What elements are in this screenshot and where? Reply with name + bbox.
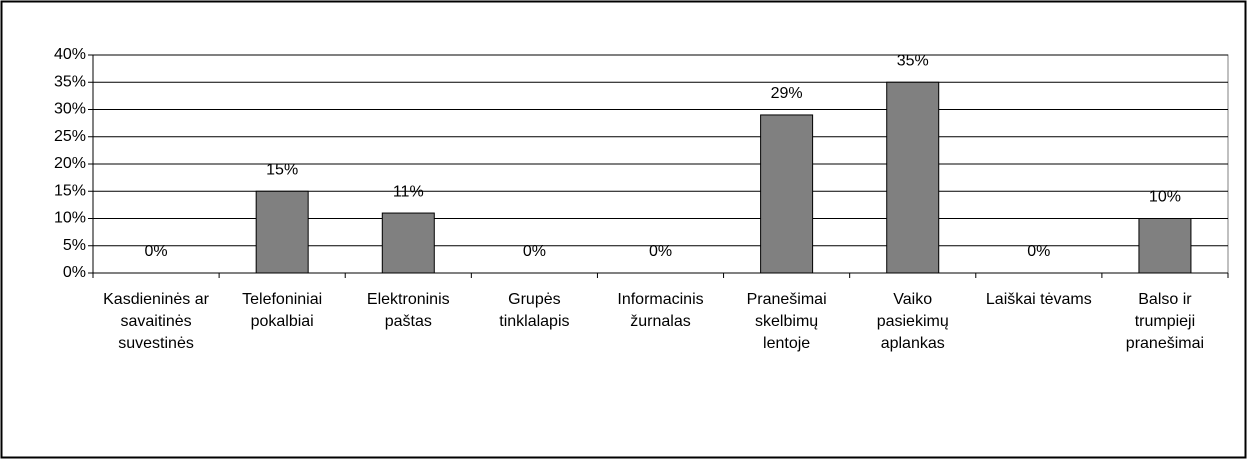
value-label: 0% xyxy=(1027,243,1050,260)
y-tick-label: 15% xyxy=(54,182,86,199)
value-label: 10% xyxy=(1149,189,1181,206)
x-tick-label: Laiškai tėvams xyxy=(986,291,1092,308)
x-tick-label-line: Grupės xyxy=(508,291,560,308)
x-tick-label-line: Elektroninis xyxy=(367,291,450,308)
x-tick-label-line: pasiekimų xyxy=(877,313,949,330)
x-tick-label-line: lentoje xyxy=(763,335,810,352)
bar xyxy=(886,81,940,274)
x-tick-label-line: trumpieji xyxy=(1135,313,1195,330)
x-tick-label-line: pokalbiai xyxy=(251,313,314,330)
x-tick-label-line: žurnalas xyxy=(630,313,690,330)
bar xyxy=(760,114,814,274)
y-tick-label: 20% xyxy=(54,155,86,172)
x-tick-label: Grupės tinklalapis xyxy=(499,291,569,330)
x-tick-label-line: Kasdieninės ar xyxy=(103,291,210,308)
value-label: 0% xyxy=(523,243,546,260)
bar xyxy=(1138,218,1192,274)
x-tick-label: Informacinis žurnalas xyxy=(617,291,703,330)
x-tick-label: Balso ir trumpieji pranešimai xyxy=(1126,291,1204,352)
y-tick-label: 10% xyxy=(54,210,86,227)
value-label: 35% xyxy=(897,52,929,69)
x-tick-label: Telefoniniai pokalbiai xyxy=(242,291,322,330)
x-tick-label-line: Balso ir xyxy=(1138,291,1192,308)
x-tick-label: Vaiko pasiekimų aplankas xyxy=(877,291,949,352)
x-tick-label: Kasdieninės ar savaitinės suvestinės xyxy=(103,291,210,352)
y-tick-label: 40% xyxy=(54,46,86,63)
y-tick-label: 0% xyxy=(63,264,86,281)
value-label: 0% xyxy=(649,243,672,260)
bar xyxy=(381,212,435,274)
y-tick-label: 35% xyxy=(54,73,86,90)
value-label: 15% xyxy=(266,161,298,178)
value-label: 29% xyxy=(771,85,803,102)
x-tick-label-line: Vaiko xyxy=(893,291,932,308)
x-tick-label-line: Informacinis xyxy=(617,291,703,308)
x-tick-label-line: tinklalapis xyxy=(499,313,569,330)
x-tick-label-line: paštas xyxy=(385,313,432,330)
x-tick-label-line: skelbimų xyxy=(755,313,818,330)
x-tick-label-line: Pranešimai xyxy=(747,291,827,308)
x-tick-label-line: aplankas xyxy=(881,335,945,352)
x-tick-label: Pranešimai skelbimų lentoje xyxy=(747,291,827,352)
x-tick-label-line: suvestinės xyxy=(118,335,194,352)
x-tick-label: Elektroninis paštas xyxy=(367,291,450,330)
y-tick-label: 30% xyxy=(54,101,86,118)
x-tick-label-line: Laiškai tėvams xyxy=(986,291,1092,308)
bar xyxy=(255,190,309,274)
x-tick-label-line: pranešimai xyxy=(1126,335,1204,352)
x-tick-label-line: savaitinės xyxy=(120,313,191,330)
value-label: 11% xyxy=(393,183,424,200)
x-tick-label-line: Telefoniniai xyxy=(242,291,322,308)
value-label: 0% xyxy=(144,243,167,260)
y-tick-label: 5% xyxy=(63,237,86,254)
y-tick-label: 25% xyxy=(54,128,86,145)
